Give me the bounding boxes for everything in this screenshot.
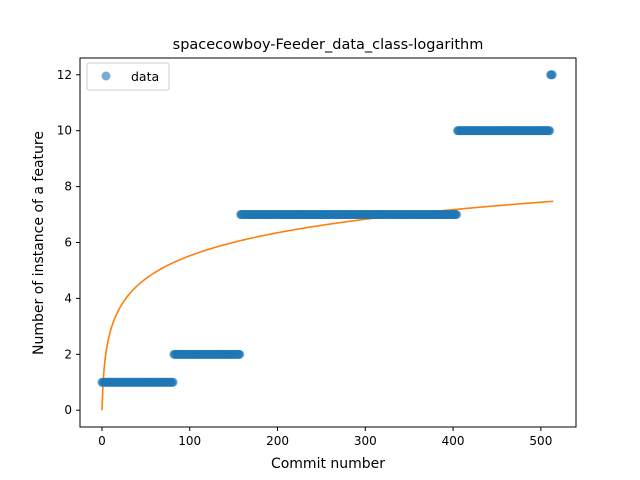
x-tick-label: 100 <box>178 434 201 448</box>
y-axis-label: Number of instance of a feature <box>31 131 47 355</box>
y-tick-label: 12 <box>57 68 72 82</box>
x-tick-label: 500 <box>529 434 552 448</box>
data-point <box>547 70 557 80</box>
y-tick-label: 8 <box>64 180 72 194</box>
x-tick-label: 0 <box>98 434 106 448</box>
data-point <box>452 210 462 220</box>
data-point <box>235 349 245 359</box>
x-tick-label: 300 <box>354 434 377 448</box>
chart-title: spacecowboy-Feeder_data_class-logarithm <box>173 37 484 53</box>
fit-curve <box>101 200 554 411</box>
y-tick-label: 6 <box>64 236 72 250</box>
plot-area: 0 100 200 300 400 500 0 2 4 6 8 10 12 <box>57 57 577 448</box>
data-point <box>545 126 555 136</box>
legend: data <box>86 62 170 91</box>
x-axis-label: Commit number <box>271 456 385 472</box>
fit-layer <box>101 200 554 411</box>
points-layer <box>97 70 557 387</box>
x-tick-label: 400 <box>442 434 465 448</box>
legend-box <box>86 62 170 91</box>
x-tick-label: 200 <box>266 434 289 448</box>
ticks: 0 100 200 300 400 500 0 2 4 6 8 10 12 <box>57 68 553 448</box>
legend-marker-data <box>101 71 111 81</box>
legend-label-data: data <box>131 69 159 84</box>
y-tick-label: 10 <box>57 124 72 138</box>
data-point <box>168 377 178 387</box>
y-tick-label: 0 <box>64 403 72 417</box>
y-tick-label: 4 <box>64 291 72 305</box>
y-tick-label: 2 <box>64 347 72 361</box>
plot-frame <box>79 57 577 428</box>
